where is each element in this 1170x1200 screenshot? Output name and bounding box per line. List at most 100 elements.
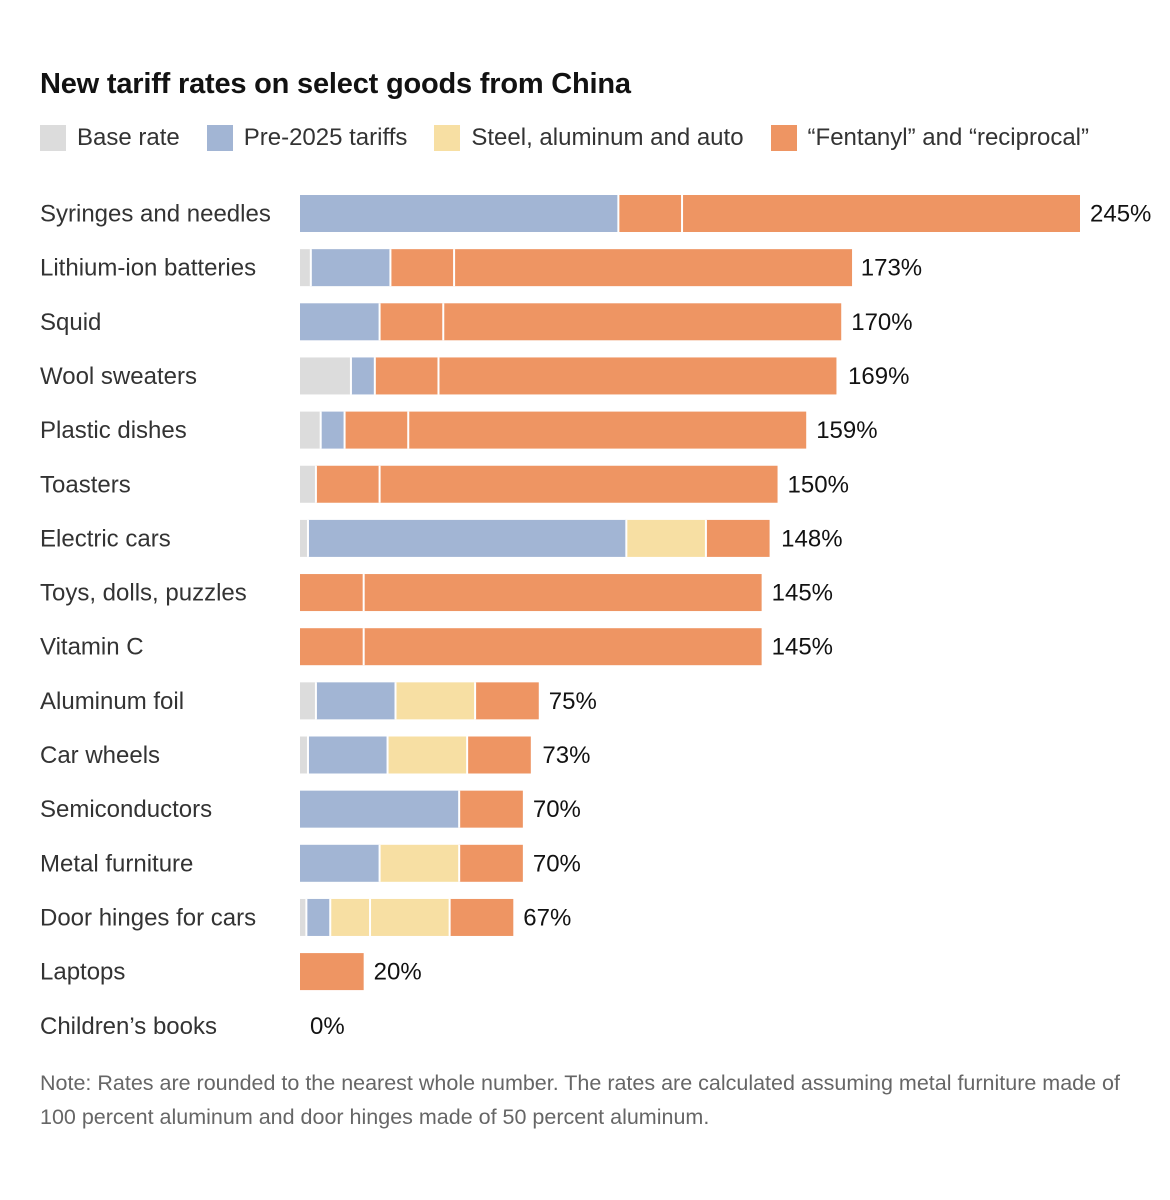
segment-divider xyxy=(314,465,317,503)
legend-label-fentanyl: “Fentanyl” and “reciprocal” xyxy=(807,124,1089,151)
category-label-plastic-dishes: Plastic dishes xyxy=(40,417,187,444)
segment-divider xyxy=(362,574,365,612)
segment-divider xyxy=(474,682,477,720)
total-label-electric-cars: 148% xyxy=(781,525,842,552)
bar-row-aluminum-foil: Aluminum foil 75% xyxy=(40,682,597,720)
legend-swatch-base xyxy=(40,125,66,151)
bar-row-metal-furniture: Metal furniture 70% xyxy=(40,844,581,882)
segment-divider xyxy=(343,411,346,449)
bar-row-syringes-and-needles: Syringes and needles 245% xyxy=(40,195,1151,232)
segment-divider xyxy=(306,736,309,774)
segment-divider xyxy=(437,357,440,395)
segment-divider xyxy=(389,249,392,287)
total-label-syringes-and-needles: 245% xyxy=(1090,201,1151,228)
chart-title: New tariff rates on select goods from Ch… xyxy=(40,68,631,100)
bar-segment-aluminum-foil-base-rate xyxy=(300,682,316,720)
bar-segment-car-wheels-fentanyl-and-reciprocal xyxy=(467,736,531,774)
legend-item-pre2025: Pre-2025 tariffs xyxy=(206,124,407,152)
category-label-toasters: Toasters xyxy=(40,471,131,498)
segment-divider xyxy=(373,357,376,395)
bar-row-toasters: Toasters 150% xyxy=(40,465,849,503)
total-label-toasters: 150% xyxy=(788,471,849,498)
segment-divider xyxy=(466,736,469,774)
bar-row-plastic-dishes: Plastic dishes 159% xyxy=(40,411,878,449)
segment-divider xyxy=(394,682,397,720)
bar-segment-vitamin-c-fentanyl-and-reciprocal xyxy=(300,628,762,666)
legend-item-base: Base rate xyxy=(40,124,180,152)
bar-segment-laptops-fentanyl-and-reciprocal xyxy=(300,953,364,991)
bar-segment-metal-furniture-steel-aluminum-and-auto xyxy=(379,844,460,882)
category-label-aluminum-foil: Aluminum foil xyxy=(40,688,184,715)
bar-row-semiconductors: Semiconductors 70% xyxy=(40,790,581,828)
total-label-vitamin-c: 145% xyxy=(772,634,833,661)
total-label-lithium-ion-batteries: 173% xyxy=(861,255,922,282)
legend-item-steel: Steel, aluminum and auto xyxy=(434,124,744,152)
category-label-metal-furniture: Metal furniture xyxy=(40,850,193,877)
segment-divider xyxy=(704,519,707,557)
bar-segment-syringes-and-needles-fentanyl-and-reciprocal xyxy=(618,195,1080,232)
bar-row-door-hinges-for-cars: Door hinges for cars 67% xyxy=(40,898,571,936)
segment-divider xyxy=(378,844,381,882)
segment-divider xyxy=(309,249,312,287)
bar-row-wool-sweaters: Wool sweaters 169% xyxy=(40,357,909,395)
bar-row-vitamin-c: Vitamin C 145% xyxy=(40,628,833,666)
category-label-toys-dolls-puzzles: Toys, dolls, puzzles xyxy=(40,580,247,607)
total-label-aluminum-foil: 75% xyxy=(549,688,597,715)
segment-divider xyxy=(319,411,322,449)
bar-row-toys-dolls-puzzles: Toys, dolls, puzzles 145% xyxy=(40,574,833,612)
segment-divider xyxy=(305,898,308,936)
category-label-laptops: Laptops xyxy=(40,959,125,986)
bar-row-squid: Squid 170% xyxy=(40,303,913,341)
category-label-wool-sweaters: Wool sweaters xyxy=(40,363,197,390)
bar-segment-door-hinges-for-cars-fentanyl-and-reciprocal xyxy=(449,898,514,936)
category-label-semiconductors: Semiconductors xyxy=(40,796,212,823)
total-label-wool-sweaters: 169% xyxy=(848,363,909,390)
bar-segment-syringes-and-needles-pre-2025-tariffs xyxy=(300,195,619,232)
bar-row-electric-cars: Electric cars 148% xyxy=(40,519,843,557)
bar-segment-lithium-ion-batteries-fentanyl-and-reciprocal xyxy=(390,249,853,287)
segment-divider xyxy=(453,249,456,287)
bar-segment-plastic-dishes-base-rate xyxy=(300,411,321,449)
total-label-semiconductors: 70% xyxy=(533,796,581,823)
bar-segment-electric-cars-pre-2025-tariffs xyxy=(307,519,627,557)
total-label-plastic-dishes: 159% xyxy=(816,417,877,444)
bar-segment-door-hinges-for-cars-base-rate xyxy=(300,898,307,936)
bar-chart: Syringes and needles 245% Lithium-ion batt… xyxy=(40,195,1151,1040)
legend-label-base: Base rate xyxy=(77,124,180,151)
segment-divider xyxy=(362,628,365,666)
category-label-syringes-and-needles: Syringes and needles xyxy=(40,201,271,228)
segment-divider xyxy=(458,790,461,828)
bar-segment-wool-sweaters-base-rate xyxy=(300,357,351,395)
bar-segment-toasters-fentanyl-and-reciprocal xyxy=(315,465,778,503)
bar-segment-car-wheels-steel-aluminum-and-auto xyxy=(387,736,468,774)
bar-segment-wool-sweaters-fentanyl-and-reciprocal xyxy=(374,357,837,395)
bar-segment-plastic-dishes-pre-2025-tariffs xyxy=(320,411,345,449)
segment-divider xyxy=(458,844,461,882)
bar-segment-door-hinges-for-cars-pre-2025-tariffs xyxy=(306,898,331,936)
category-label-car-wheels: Car wheels xyxy=(40,742,160,769)
total-label-door-hinges-for-cars: 67% xyxy=(523,904,571,931)
segment-divider xyxy=(617,195,620,232)
bar-row-car-wheels: Car wheels 73% xyxy=(40,736,590,774)
legend-swatch-steel xyxy=(434,125,461,151)
segment-divider xyxy=(386,736,389,774)
bar-segment-semiconductors-pre-2025-tariffs xyxy=(300,790,460,828)
total-label-laptops: 20% xyxy=(374,959,422,986)
category-label-electric-cars: Electric cars xyxy=(40,525,171,552)
category-label-door-hinges-for-cars: Door hinges for cars xyxy=(40,904,256,931)
bar-segment-aluminum-foil-steel-aluminum-and-auto xyxy=(395,682,476,720)
bar-segment-lithium-ion-batteries-pre-2025-tariffs xyxy=(310,249,391,287)
bar-segment-aluminum-foil-fentanyl-and-reciprocal xyxy=(475,682,539,720)
legend-swatch-fentanyl xyxy=(770,125,797,151)
bar-segment-toasters-base-rate xyxy=(300,465,316,503)
segment-divider xyxy=(378,303,381,341)
segment-divider xyxy=(329,898,332,936)
bar-segment-plastic-dishes-fentanyl-and-reciprocal xyxy=(344,411,807,449)
total-label-squid: 170% xyxy=(851,309,912,336)
legend-label-steel: Steel, aluminum and auto xyxy=(471,124,744,151)
category-label-squid: Squid xyxy=(40,309,101,336)
chart-note: Note: Rates are rounded to the nearest w… xyxy=(40,1071,1120,1129)
bar-segment-toys-dolls-puzzles-fentanyl-and-reciprocal xyxy=(300,574,762,612)
segment-divider xyxy=(681,195,684,232)
